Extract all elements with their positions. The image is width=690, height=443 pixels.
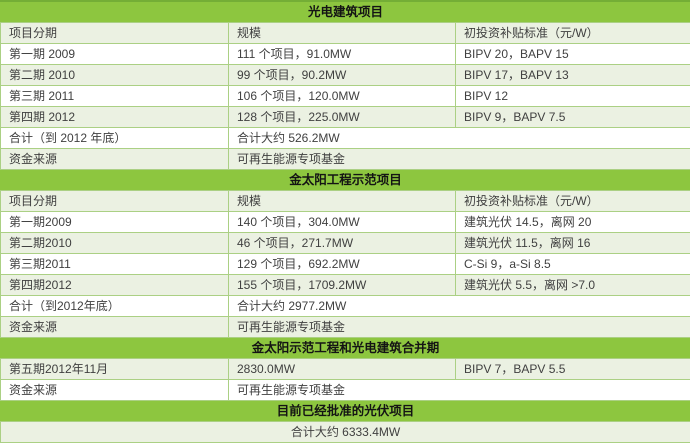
table-cell: 2830.0MW [228, 358, 456, 380]
table-row: 第一期 2009 111 个项目，91.0MW BIPV 20，BAPV 15 [0, 43, 690, 65]
table-cell: 129 个项目，692.2MW [228, 253, 456, 275]
table-cell: 资金来源 [0, 379, 229, 401]
table-cell: 第五期2012年11月 [0, 358, 229, 380]
section-title: 光电建筑项目 [0, 0, 690, 23]
table-row: 第四期2012 155 个项目，1709.2MW 建筑光伏 5.5，离网 >7.0 [0, 274, 690, 296]
table-cell: BIPV 7，BAPV 5.5 [454, 358, 690, 380]
column-header-cell: 项目分期 [0, 22, 229, 44]
table-cell: 128 个项目，225.0MW [228, 106, 456, 128]
table-cell: BIPV 9，BAPV 7.5 [454, 106, 690, 128]
table-row: 第四期 2012 128 个项目，225.0MW BIPV 9，BAPV 7.5 [0, 106, 690, 128]
table-cell: 合计大约 6333.4MW [0, 421, 690, 443]
table-cell: 第三期2011 [0, 253, 229, 275]
section-title: 金太阳工程示范项目 [0, 169, 690, 191]
table-row: 合计大约 6333.4MW [0, 421, 690, 443]
table-cell: 第四期2012 [0, 274, 229, 296]
table-cell: 资金来源 [0, 148, 229, 170]
column-header-cell: 项目分期 [0, 190, 229, 212]
table-row: 第一期2009 140 个项目，304.0MW 建筑光伏 14.5，离网 20 [0, 211, 690, 233]
table-row: 合计（到2012年底） 合计大约 2977.2MW [0, 295, 690, 317]
table-cell: BIPV 20，BAPV 15 [454, 43, 690, 65]
table-cell: 第一期2009 [0, 211, 229, 233]
table-cell: 可再生能源专项基金 [227, 316, 690, 338]
table-cell: 建筑光伏 5.5，离网 >7.0 [454, 274, 690, 296]
column-header-cell: 规模 [228, 22, 456, 44]
table-cell: 第三期 2011 [0, 85, 229, 107]
table-cell: C-Si 9，a-Si 8.5 [454, 253, 690, 275]
table-row: 资金来源 可再生能源专项基金 [0, 316, 690, 338]
table-cell: 可再生能源专项基金 [227, 148, 690, 170]
table-cell: 111 个项目，91.0MW [228, 43, 456, 65]
table-cell: 合计大约 2977.2MW [227, 295, 690, 317]
table-cell: 合计大约 526.2MW [227, 127, 690, 149]
table-row: 资金来源 可再生能源专项基金 [0, 148, 690, 170]
column-header-cell: 初投资补贴标准（元/W） [454, 190, 690, 212]
table-cell: 140 个项目，304.0MW [228, 211, 456, 233]
table-cell: 建筑光伏 11.5，离网 16 [454, 232, 690, 254]
section-title: 金太阳示范工程和光电建筑合并期 [0, 337, 690, 359]
table-cell: 第二期 2010 [0, 64, 229, 86]
table-cell: 可再生能源专项基金 [227, 379, 690, 401]
table-cell: 资金来源 [0, 316, 229, 338]
table-cell: BIPV 17，BAPV 13 [454, 64, 690, 86]
column-header-cell: 初投资补贴标准（元/W） [454, 22, 690, 44]
table-row: 第三期 2011 106 个项目，120.0MW BIPV 12 [0, 85, 690, 107]
table-row: 资金来源 可再生能源专项基金 [0, 379, 690, 401]
table-cell: 合计（到2012年底） [0, 295, 229, 317]
table-row: 合计（到 2012 年底） 合计大约 526.2MW [0, 127, 690, 149]
table-cell: 建筑光伏 14.5，离网 20 [454, 211, 690, 233]
table-row: 第五期2012年11月 2830.0MW BIPV 7，BAPV 5.5 [0, 358, 690, 380]
table-cell: BIPV 12 [454, 85, 690, 107]
table-row: 第二期2010 46 个项目，271.7MW 建筑光伏 11.5，离网 16 [0, 232, 690, 254]
table-cell: 第四期 2012 [0, 106, 229, 128]
table-cell: 第一期 2009 [0, 43, 229, 65]
table-cell: 第二期2010 [0, 232, 229, 254]
column-header-cell: 规模 [228, 190, 456, 212]
table-cell: 合计（到 2012 年底） [0, 127, 229, 149]
table-cell: 46 个项目，271.7MW [228, 232, 456, 254]
table-cell: 99 个项目，90.2MW [228, 64, 456, 86]
section-title: 目前已经批准的光伏项目 [0, 400, 690, 422]
table-row: 第二期 2010 99 个项目，90.2MW BIPV 17，BAPV 13 [0, 64, 690, 86]
table-cell: 155 个项目，1709.2MW [228, 274, 456, 296]
table-row: 第三期2011 129 个项目，692.2MW C-Si 9，a-Si 8.5 [0, 253, 690, 275]
table-cell: 106 个项目，120.0MW [228, 85, 456, 107]
